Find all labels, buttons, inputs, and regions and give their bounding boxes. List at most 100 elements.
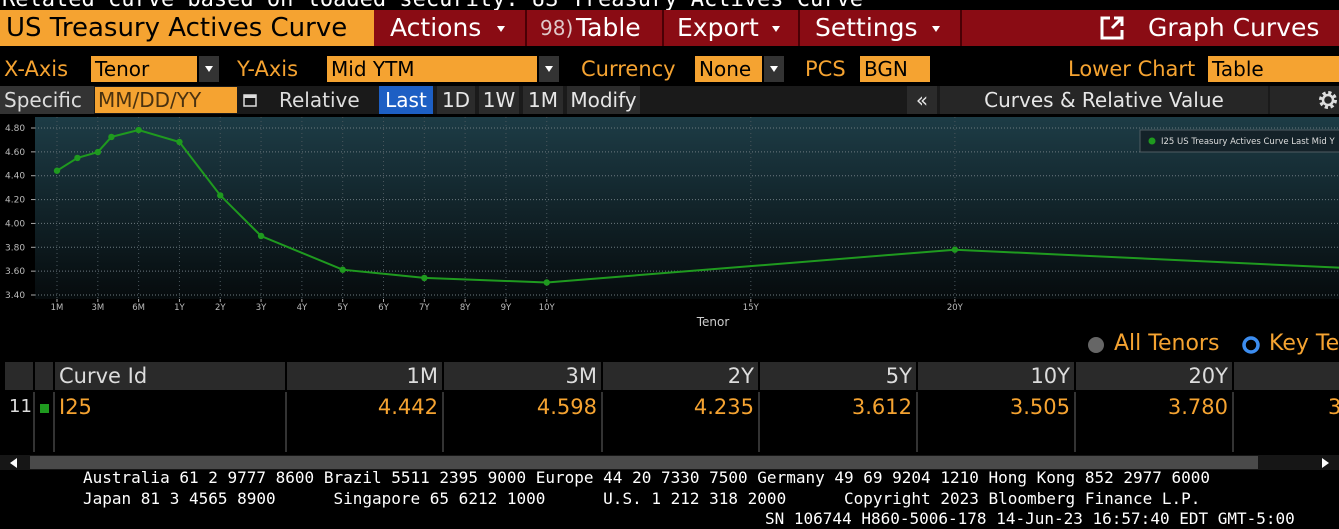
y-axis-field[interactable]: Mid YTM — [327, 56, 537, 82]
table-cell: 4.235 — [603, 392, 760, 452]
x-tick-label: 6Y — [378, 303, 389, 313]
separator — [525, 10, 527, 46]
x-tick-label: 15Y — [743, 303, 760, 313]
data-point — [94, 148, 102, 156]
y-axis-label: Y-Axis — [237, 57, 299, 81]
range-button[interactable]: 1W — [479, 86, 519, 114]
scroll-left[interactable] — [10, 458, 17, 468]
specific-label: Specific — [0, 86, 94, 114]
gear-button[interactable] — [1270, 86, 1339, 114]
y-tick-label: 4.20 — [5, 196, 25, 206]
data-point — [421, 274, 428, 282]
table-menu[interactable]: Table — [576, 13, 641, 42]
x-tick-label: 1M — [51, 303, 64, 313]
panel-title: Curves & Relative Value — [940, 86, 1268, 114]
currency-label: Currency — [581, 57, 676, 81]
collapse-button[interactable]: « — [907, 86, 937, 114]
data-point — [217, 192, 224, 199]
actions-menu[interactable]: Actions — [390, 13, 482, 42]
range-button[interactable]: Last — [379, 86, 433, 114]
status-line: Related curve based on loaded security: … — [2, 0, 863, 12]
title: US Treasury Actives Curve — [6, 13, 348, 43]
x-tick-label: 7Y — [419, 303, 430, 313]
table-header-cell: 5Y — [760, 362, 918, 390]
x-tick-label: 10Y — [539, 303, 556, 313]
dropdown[interactable] — [199, 56, 219, 82]
currency-field[interactable]: None — [695, 56, 762, 82]
table-header-cell — [1234, 362, 1339, 390]
separator — [798, 10, 800, 46]
table-header-cell: 10Y — [918, 362, 1076, 390]
key-tenors[interactable]: Key Te — [1269, 331, 1339, 356]
y-tick-label: 3.80 — [5, 243, 25, 253]
all-tenors[interactable]: All Tenors — [1114, 331, 1220, 356]
table-header-cell: 1M — [287, 362, 444, 390]
popout-icon — [1100, 16, 1124, 40]
gear-icon[interactable] — [1316, 88, 1339, 112]
calendar-icon[interactable] — [240, 90, 260, 110]
data-point — [53, 167, 61, 174]
y-tick-label: 3.60 — [5, 267, 25, 277]
table-cell: 4.442 — [287, 392, 444, 452]
scroll-thumb[interactable] — [30, 456, 1258, 469]
scroll-right[interactable] — [1322, 458, 1329, 468]
separator — [662, 10, 664, 46]
x-tick-label: 5Y — [337, 303, 348, 313]
lower-chart-label: Lower Chart — [1068, 57, 1196, 81]
table-cell: 3 — [1234, 392, 1339, 452]
y-tick-label: 4.60 — [5, 148, 25, 158]
y-tick-label: 4.80 — [5, 124, 25, 134]
range-button[interactable]: 1D — [437, 86, 475, 114]
x-tick-label: 1Y — [174, 303, 185, 313]
lower-chart-field[interactable]: Table — [1208, 56, 1339, 82]
data-point — [339, 266, 346, 273]
data-point — [74, 154, 81, 162]
dropdown-arrow — [772, 26, 780, 32]
pcs-label: PCS — [805, 57, 846, 81]
table-number: 98) — [540, 16, 574, 40]
x-axis-title: Tenor — [696, 315, 730, 329]
legend-box — [1139, 129, 1339, 153]
dropdown[interactable] — [539, 56, 559, 82]
table-header-cell — [35, 362, 55, 390]
graph-curves[interactable]: Graph Curves — [1148, 13, 1320, 42]
x-tick-label: 6M — [132, 303, 145, 313]
data-point — [543, 279, 550, 286]
dropdown[interactable] — [764, 56, 784, 82]
radio-off[interactable] — [1086, 335, 1108, 357]
data-point — [257, 232, 265, 240]
x-tick-label: 3M — [91, 303, 104, 313]
x-tick-label: 3Y — [256, 303, 267, 313]
footer-line: Australia 61 2 9777 8600 Brazil 5511 239… — [83, 468, 1211, 487]
data-point — [951, 246, 959, 253]
modify-button[interactable]: Modify — [567, 86, 640, 114]
legend-label: I25 US Treasury Actives Curve Last Mid Y — [1161, 137, 1335, 147]
range-button[interactable]: 1M — [523, 86, 563, 114]
dropdown-arrow — [932, 26, 940, 32]
footer-line: Japan 81 3 4565 8900 Singapore 65 6212 1… — [83, 489, 1201, 508]
x-tick-label: 2Y — [215, 303, 226, 313]
date-field[interactable]: MM/DD/YY — [95, 87, 237, 113]
table-cell: 3.780 — [1076, 392, 1234, 452]
settings-menu[interactable]: Settings — [815, 13, 918, 42]
dropdown-arrow — [497, 26, 505, 32]
x-axis-field[interactable]: Tenor — [91, 56, 197, 82]
x-tick-label: 4Y — [297, 303, 308, 313]
pcs-field[interactable]: BGN — [860, 56, 930, 82]
export-menu[interactable]: Export — [677, 13, 759, 42]
table-cell: 4.598 — [444, 392, 603, 452]
chart: 3.40 3.60 3.80 4.00 4.20 4.40 4.60 4.80 1M 3M 6M 1Y… — [5, 117, 1339, 329]
table-cell: I25 — [55, 392, 287, 452]
radio-on[interactable] — [1241, 335, 1263, 357]
table-header-cell: 2Y — [603, 362, 760, 390]
title-tab[interactable] — [0, 10, 374, 46]
table-header-cell: Curve Id — [55, 362, 287, 390]
data-point — [108, 133, 115, 141]
plot — [53, 126, 1339, 286]
relative-label: Relative — [279, 88, 360, 112]
legend-swatch — [1148, 137, 1156, 145]
table-header-cell — [5, 362, 35, 390]
table-cell: 3.505 — [918, 392, 1076, 452]
x-tick-label: 9Y — [501, 303, 512, 313]
